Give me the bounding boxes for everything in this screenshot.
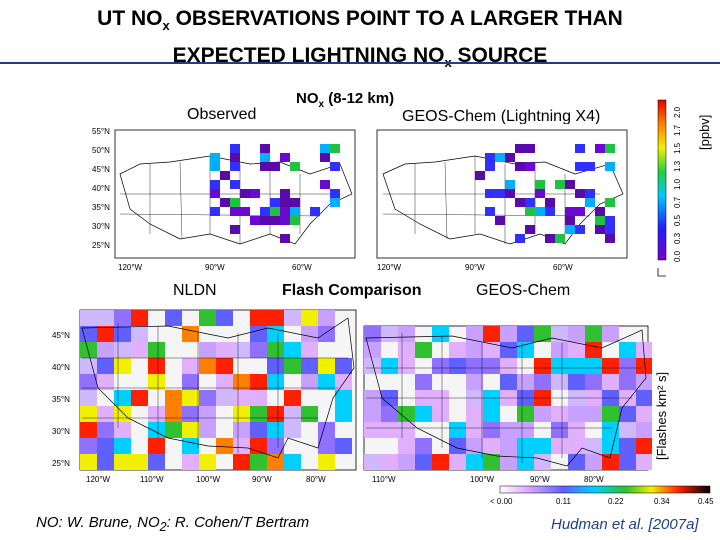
nldn-flash-map: 45°N 40°N 35°N 30°N 25°N 120°W 110°W 100…: [48, 308, 360, 486]
nox-colorbar: 0.0 0.3 0.5 0.7 1.0 1.3 1.5 1.7 2.0: [657, 99, 682, 277]
flashes-label: [Flashes km² s]: [654, 371, 669, 460]
svg-text:90°W: 90°W: [205, 263, 225, 272]
svg-text:30°N: 30°N: [52, 427, 70, 436]
svg-text:1.0: 1.0: [673, 178, 682, 190]
nldn-lon-ticks: 120°W 110°W 100°W 90°W 80°W: [86, 475, 326, 484]
svg-text:30°N: 30°N: [92, 222, 110, 231]
geos-flash-lon-ticks: 110°W 100°W 90°W 80°W: [372, 475, 604, 484]
svg-text:25°N: 25°N: [92, 241, 110, 250]
svg-text:0.34: 0.34: [654, 497, 670, 506]
svg-text:0.45: 0.45: [698, 497, 714, 506]
svg-text:1.3: 1.3: [673, 160, 682, 172]
svg-text:100°W: 100°W: [196, 475, 221, 484]
citation-label: Hudman et al. [2007a]: [551, 516, 699, 533]
svg-text:50°N: 50°N: [92, 146, 110, 155]
svg-text:1.5: 1.5: [673, 142, 682, 154]
geos-chem-label: GEOS-Chem: [476, 282, 571, 299]
svg-text:110°W: 110°W: [372, 475, 396, 484]
svg-text:60°W: 60°W: [292, 263, 312, 272]
svg-text:35°N: 35°N: [92, 203, 110, 212]
observed-lat-ticks: 55°N 50°N 45°N 40°N 35°N 30°N 25°N: [92, 127, 110, 250]
svg-text:0.22: 0.22: [608, 497, 624, 506]
geos-lon-ticks: 120°W 90°W 60°W: [377, 263, 573, 272]
svg-text:80°W: 80°W: [306, 475, 326, 484]
svg-text:120°W: 120°W: [86, 475, 111, 484]
title-divider: [0, 62, 720, 64]
svg-text:110°W: 110°W: [140, 475, 164, 484]
flash-comparison-label: Flash Comparison: [282, 282, 422, 299]
svg-text:0.3: 0.3: [673, 232, 682, 244]
page-title: UT NOx OBSERVATIONS POINT TO A LARGER TH…: [97, 7, 623, 70]
nox-label: NOx (8-12 km): [296, 90, 395, 110]
svg-text:25°N: 25°N: [52, 459, 70, 468]
svg-text:35°N: 35°N: [52, 395, 70, 404]
flash-colorbar-ticks: < 0.00 0.11 0.22 0.34 0.45: [490, 497, 714, 506]
svg-text:0.5: 0.5: [673, 214, 682, 226]
svg-text:120°W: 120°W: [377, 263, 402, 272]
svg-text:90°W: 90°W: [465, 263, 485, 272]
svg-text:45°N: 45°N: [52, 331, 70, 340]
svg-text:40°N: 40°N: [52, 363, 70, 372]
geos-lightning-label: GEOS-Chem (Lightning X4): [402, 108, 601, 125]
geos-lightning-nox-map: 120°W 90°W 60°W: [375, 124, 635, 274]
svg-text:< 0.00: < 0.00: [490, 497, 513, 506]
observed-lon-ticks: 120°W 90°W 60°W: [118, 263, 312, 272]
svg-text:100°W: 100°W: [470, 475, 495, 484]
svg-text:55°N: 55°N: [92, 127, 110, 136]
svg-text:40°N: 40°N: [92, 184, 110, 193]
svg-text:2.0: 2.0: [673, 106, 682, 118]
geos-flash-map: 110°W 100°W 90°W 80°W: [362, 308, 652, 486]
nldn-lat-ticks: 45°N 40°N 35°N 30°N 25°N: [52, 331, 70, 468]
svg-text:90°W: 90°W: [530, 475, 550, 484]
svg-text:80°W: 80°W: [584, 475, 604, 484]
svg-text:90°W: 90°W: [252, 475, 272, 484]
flash-colorbar: < 0.00 0.11 0.22 0.34 0.45: [490, 485, 714, 506]
observed-label: Observed: [187, 106, 257, 123]
svg-text:0.11: 0.11: [556, 497, 572, 506]
svg-text:120°W: 120°W: [118, 263, 143, 272]
footer-credit: NO: W. Brune, NO2: R. Cohen/T Bertram: [36, 514, 310, 534]
svg-text:0.0: 0.0: [673, 250, 682, 262]
nox-colorbar-ticks: 0.0 0.3 0.5 0.7 1.0 1.3 1.5 1.7 2.0: [673, 106, 682, 262]
svg-text:60°W: 60°W: [553, 263, 573, 272]
svg-text:0.7: 0.7: [673, 196, 682, 208]
observed-nox-map: 55°N 50°N 45°N 40°N 35°N 30°N 25°N 120°W…: [90, 124, 360, 274]
nldn-label: NLDN: [173, 282, 217, 299]
ppbv-label: [ppbv]: [697, 114, 712, 150]
svg-text:45°N: 45°N: [92, 165, 110, 174]
svg-text:1.7: 1.7: [673, 124, 682, 136]
